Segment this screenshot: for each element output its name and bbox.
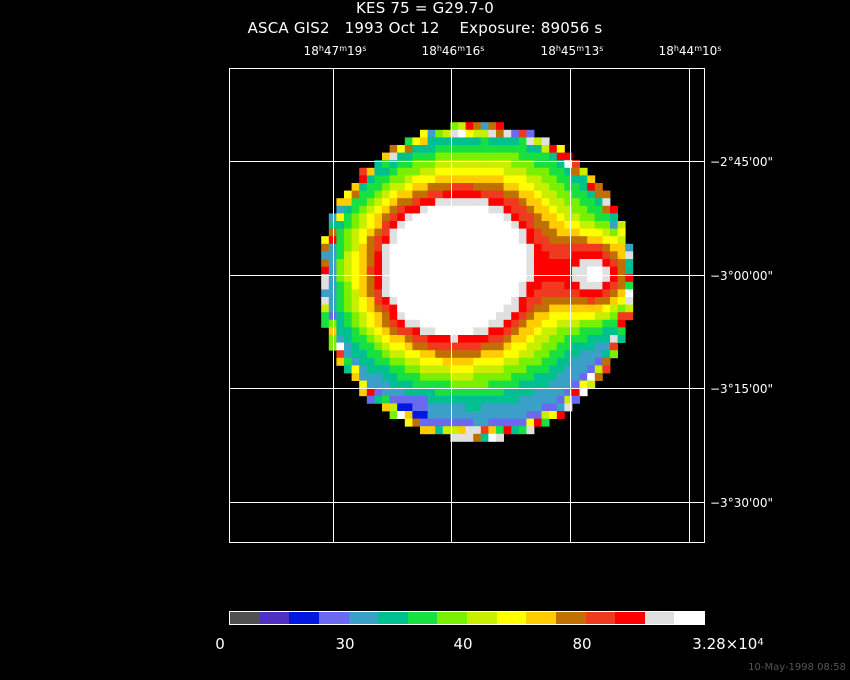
colorbar-swatch [289, 612, 319, 624]
dec-tick-label-4: −3°30'00" [710, 496, 774, 510]
colorbar-label-3: 40 [453, 635, 473, 653]
colorbar-label-max: 3.28×104 [692, 635, 764, 653]
colorbar-swatch [644, 612, 675, 624]
colorbar-swatch [467, 612, 497, 624]
colorbar-swatch [230, 612, 260, 624]
colorbar-swatch [318, 612, 349, 624]
color-scale-bar [229, 611, 705, 625]
colorbar-swatch [437, 612, 467, 624]
xray-image [230, 69, 704, 542]
colorbar-label-min: 0 [215, 635, 225, 653]
colorbar-swatch [585, 612, 616, 624]
ra-tick-label-1: 18h47m19s [303, 44, 367, 58]
ra-tick-label-2: 18h46m16s [421, 44, 485, 58]
colorbar-swatch [555, 612, 586, 624]
colorbar-swatch [526, 612, 556, 624]
xray-pixel-map [321, 122, 634, 442]
dec-tick-label-2: −3°00'00" [710, 269, 774, 283]
date-stamp: 10-May-1998 08:58 [748, 662, 846, 673]
ra-tick-label-3: 18h45m13s [540, 44, 604, 58]
colorbar-swatch [615, 612, 645, 624]
colorbar-swatch [674, 612, 704, 624]
colorbar-swatch [407, 612, 438, 624]
colorbar-swatch [378, 612, 408, 624]
ra-tick-label-4: 18h44m10s [658, 44, 722, 58]
colorbar-swatch [496, 612, 527, 624]
colorbar-label-4: 80 [572, 635, 592, 653]
colorbar-label-2: 30 [335, 635, 355, 653]
image-plot-frame [229, 68, 705, 543]
dec-tick-label-3: −3°15'00" [710, 382, 774, 396]
colorbar-swatch [259, 612, 290, 624]
coordinate-grid [230, 69, 704, 542]
image-subtitle: ASCA GIS2 1993 Oct 12 Exposure: 89056 s [247, 19, 603, 37]
dec-tick-label-1: −2°45'00" [710, 155, 774, 169]
image-title: KES 75 = G29.7-0 [356, 0, 494, 17]
colorbar-swatch [348, 612, 379, 624]
